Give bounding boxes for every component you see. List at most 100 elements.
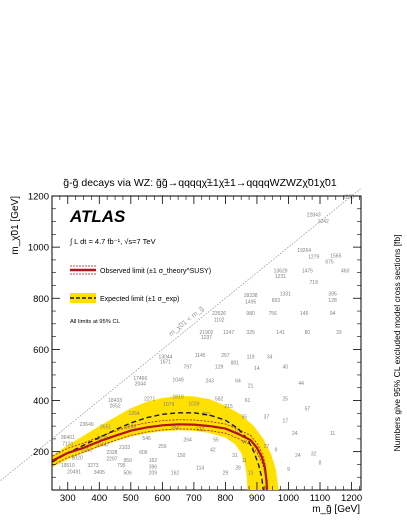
cross-section-value: 21902 (200, 330, 214, 336)
y-tick-label: 400 (33, 396, 49, 407)
cross-section-value: 2044 (135, 382, 146, 388)
x-tick-label: 1200 (341, 493, 362, 504)
cross-section-value: 797 (183, 365, 192, 371)
cross-section-value: 257 (221, 353, 230, 359)
observed-limit-upper (52, 419, 268, 486)
cross-section-value: 150 (177, 453, 186, 459)
cross-section-value: 44 (298, 381, 304, 387)
cross-section-value: 675 (325, 260, 334, 266)
cross-section-value: 795 (117, 463, 126, 469)
cross-section-value: 64 (235, 379, 241, 385)
cross-section-value: 7131 (62, 441, 73, 447)
cross-section-value: 141 (276, 330, 285, 336)
x-tick-label: 1100 (310, 493, 330, 504)
cross-section-value: 1475 (302, 269, 313, 275)
cross-section-value: 2271 (144, 397, 155, 403)
cross-section-value: 13629 (274, 269, 288, 275)
cross-section-value: 2103 (119, 445, 130, 451)
cross-section-value: 606 (139, 450, 148, 456)
cross-section-value: 23649 (80, 422, 94, 428)
y-axis-label: m_χ̃01 [GeV] (10, 196, 21, 255)
cross-section-value: 33 (336, 330, 342, 336)
x-tick-label: 300 (60, 493, 76, 504)
cross-section-value: 21 (248, 384, 254, 390)
cross-section-value: 40 (283, 365, 289, 371)
cross-section-value: 3495 (94, 470, 105, 476)
cross-section-value: 24 (295, 453, 301, 459)
cross-section-value: 1331 (280, 292, 291, 298)
cross-section-value: 129 (215, 365, 224, 371)
cross-section-value: 114 (196, 466, 204, 472)
x-tick-label: 800 (217, 493, 233, 504)
cross-section-value: 3273 (87, 463, 98, 469)
legend-note: All limits at 95% CL (70, 319, 121, 325)
axis-ticks: 300 400 500 600 700 800 900 1000 1100 1200 200 400 6… (28, 192, 362, 505)
x-axis-label: m_g̃ [GeV] (312, 504, 360, 515)
cross-section-value: 9 (287, 467, 290, 473)
cross-section-value: 57 (305, 407, 311, 413)
cross-section-value: 395 (328, 292, 337, 298)
cross-section-value: 460 (341, 269, 350, 275)
cross-section-value: 215 (224, 404, 233, 410)
cross-section-value: 1237 (201, 335, 212, 341)
x-tick-label: 1000 (278, 493, 299, 504)
cross-section-value: 23526 (212, 311, 226, 317)
cross-section-value: 29 (223, 471, 229, 477)
cross-section-value: 13044 (159, 354, 173, 360)
cross-section-value: 10447 (95, 443, 109, 449)
kinematic-limit-line (0, 187, 362, 482)
cross-section-value: 18338 (244, 293, 258, 299)
atlas-label: ATLAS (69, 207, 126, 226)
cross-section-value: 162 (149, 458, 158, 464)
x-tick-label: 400 (91, 493, 107, 504)
cross-section-value: 1495 (245, 299, 256, 305)
y-tick-label: 200 (33, 447, 49, 458)
cross-section-value: 250 (158, 444, 167, 450)
y-tick-label: 1000 (28, 243, 49, 254)
cross-section-value: 801 (231, 361, 240, 367)
cross-section-value: 1242 (318, 219, 329, 225)
cross-section-value: 34 (267, 354, 273, 360)
cross-section-value: 756 (269, 311, 278, 317)
cross-section-value: 1231 (275, 274, 286, 280)
cross-section-value: 19510 (61, 463, 75, 469)
cross-section-value: 11 (242, 458, 247, 464)
cross-section-value: 32 (311, 452, 317, 458)
cross-section-value: 264 (183, 437, 192, 443)
cross-section-value: 1264 (128, 411, 139, 417)
cross-section-value: 546 (142, 436, 151, 442)
cross-section-value: 9 (275, 448, 278, 454)
cross-section-value: 506 (124, 471, 133, 477)
cross-section-value: 1247 (223, 330, 234, 336)
x-tick-label: 600 (154, 493, 170, 504)
cross-section-value: 243 (206, 379, 215, 385)
cross-section-value: 94 (330, 311, 336, 317)
cross-section-value: 20491 (67, 469, 81, 475)
observed-limit-line (52, 423, 269, 491)
cross-section-value: 383 (171, 425, 180, 431)
cross-section-value: 55 (213, 437, 219, 443)
cross-section-value: 209 (149, 471, 158, 477)
right-axis-label: Numbers give 95% CL excluded model cross… (392, 234, 402, 451)
cross-section-value: 61 (245, 398, 251, 404)
cross-section-value: 80 (305, 330, 311, 336)
cross-section-value: 950 (124, 458, 133, 464)
cross-section-value: 325 (246, 330, 255, 336)
cross-section-value: 47 (242, 440, 248, 446)
cross-section-value: 11 (330, 431, 335, 437)
cross-section-value: 1565 (330, 253, 341, 259)
cross-section-value: 132 (196, 427, 205, 433)
y-tick-label: 1200 (28, 192, 49, 203)
cross-section-value: 2328 (106, 450, 117, 456)
cross-section-value: 61 (235, 429, 241, 435)
cross-section-value: 396 (149, 464, 158, 470)
cross-section-value: 2651 (100, 425, 111, 431)
cross-section-value: 1049 (173, 377, 184, 383)
cross-section-value: 128 (328, 298, 337, 304)
cross-section-value: 8 (319, 460, 322, 466)
cross-section-value: 17466 (133, 376, 147, 382)
cross-section-value: 145 (300, 311, 309, 317)
cross-section-value: 14 (254, 366, 260, 372)
